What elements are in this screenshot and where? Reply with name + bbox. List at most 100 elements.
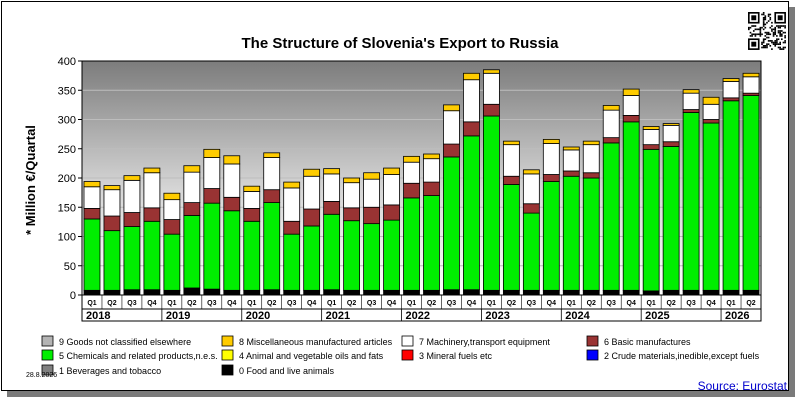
qr-module (774, 45, 777, 47)
qr-module (784, 46, 786, 49)
qr-module (766, 45, 768, 47)
qr-module (767, 43, 770, 45)
bar-segment (383, 204, 400, 221)
qr-module (748, 26, 750, 29)
qr-module (764, 18, 767, 21)
bar-segment (562, 149, 580, 172)
bar-segment (363, 289, 380, 296)
qr-module (767, 13, 770, 16)
y-tick-label: 300 (58, 115, 76, 127)
bar-segment (103, 215, 121, 232)
bar-segment (682, 112, 700, 291)
bar-segment (363, 206, 380, 225)
bar-segment (542, 138, 560, 144)
source-note: Source: Eurostat (698, 379, 788, 390)
qr-module (762, 16, 765, 19)
legend-entry: 5 Chemicals and related products,n.e.s. (59, 351, 218, 361)
qr-module (764, 35, 767, 37)
year-label: 2025 (645, 310, 669, 322)
year-label: 2024 (565, 310, 590, 322)
qr-module (781, 30, 783, 32)
qr-module (759, 31, 762, 34)
bar-segment (522, 212, 540, 291)
qr-module (764, 31, 767, 34)
bar-segment (103, 189, 121, 217)
qr-module (782, 48, 785, 50)
qr-module (782, 25, 785, 27)
bar-segment (443, 156, 460, 291)
qr-module (781, 33, 783, 36)
qr-module (774, 31, 777, 34)
bar-segment (323, 289, 341, 296)
bar-segment (582, 140, 600, 146)
qr-module (769, 26, 772, 29)
legend-swatch (41, 349, 54, 361)
year-label: 2018 (86, 310, 110, 322)
bar-segment (163, 289, 181, 296)
qr-module (766, 33, 768, 36)
bar-segment (483, 115, 500, 291)
bar-segment (602, 289, 620, 296)
qr-code-icon (747, 11, 787, 51)
bar-segment (542, 174, 560, 182)
x-tick-label: Q4 (387, 300, 396, 307)
bar-segment (183, 287, 201, 296)
qr-module (767, 20, 770, 22)
x-tick-label: Q4 (627, 300, 636, 307)
qr-module (762, 21, 765, 24)
bar-segment (283, 220, 301, 235)
qr-module (764, 23, 767, 26)
x-tick-label: Q2 (427, 300, 436, 307)
legend-swatch (221, 349, 234, 361)
bar-segment (203, 188, 221, 204)
qr-module (754, 33, 757, 36)
bar-segment (642, 144, 660, 150)
qr-module (771, 30, 773, 32)
bar-segment (203, 288, 221, 296)
bar-segment (223, 210, 241, 291)
bar-segment (163, 219, 181, 235)
bar-segment (622, 88, 640, 96)
bar-segment (263, 289, 281, 296)
y-tick-label: 100 (58, 232, 76, 244)
bar-segment (283, 233, 301, 291)
bar-segment (303, 225, 321, 291)
qr-module (767, 33, 770, 36)
qr-module (784, 25, 786, 27)
bar-segment (103, 230, 121, 291)
y-tick-label: 350 (58, 85, 76, 97)
x-tick-label: Q4 (706, 300, 715, 307)
bar-segment (642, 126, 660, 130)
y-tick-label: 50 (64, 261, 76, 273)
bar-segment (602, 142, 620, 291)
bar-segment (163, 199, 181, 220)
qr-module (761, 13, 763, 16)
bar-segment (682, 92, 700, 110)
legend-swatch (41, 335, 54, 347)
qr-module (757, 33, 760, 36)
x-tick-label: Q3 (127, 300, 136, 307)
qr-module (764, 15, 767, 17)
bar-segment (702, 122, 720, 291)
legend-entry: 0 Food and live animals (239, 366, 335, 376)
qr-finder (751, 41, 757, 47)
qr-module (762, 12, 765, 14)
qr-module (781, 35, 783, 37)
qr-finder (751, 15, 757, 21)
bar-segment (143, 289, 161, 296)
bar-segment (243, 289, 261, 296)
bar-segment (363, 172, 380, 180)
y-tick-label: 150 (58, 202, 76, 214)
bar-segment (343, 207, 360, 222)
legend-entry: 4 Animal and vegetable oils and fats (239, 351, 384, 361)
qr-module (767, 40, 770, 42)
x-tick-label: Q2 (587, 300, 596, 307)
x-tick-label: Q4 (547, 300, 556, 307)
bar-segment (383, 167, 400, 175)
qr-module (782, 31, 785, 34)
bar-segment (463, 79, 480, 123)
bar-segment (203, 157, 221, 189)
qr-module (756, 33, 758, 36)
year-label: 2021 (326, 310, 350, 322)
legend-swatch (221, 364, 234, 376)
